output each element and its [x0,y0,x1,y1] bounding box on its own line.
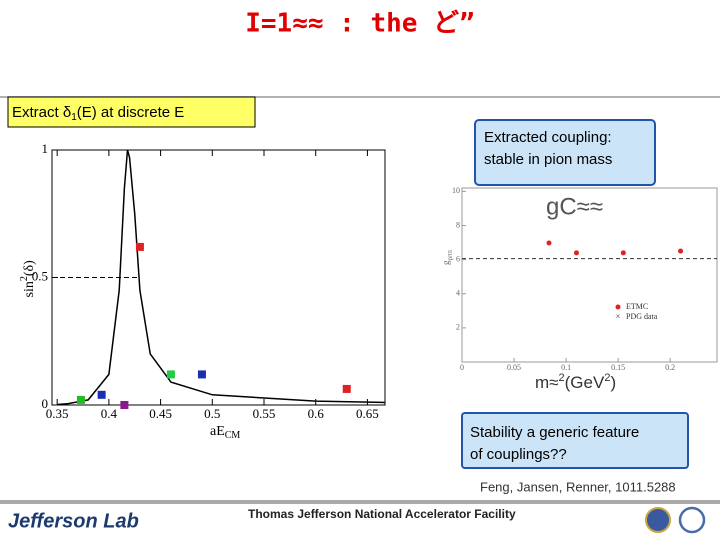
data-point [678,248,684,254]
symbol-dot [546,240,552,246]
y-axis-label: gρππ [441,249,454,265]
y-tick-label: 1 [42,141,49,156]
y-tick-label: 0 [42,396,49,411]
subscript: ρππ [446,249,454,260]
logo-seal [645,507,671,533]
data-point [573,250,579,256]
stability-text: of couplings?? [470,446,567,463]
footer-lab: Jefferson Lab [8,510,139,532]
y-tick-label: 8 [456,220,460,229]
text-part: (δ) [22,260,37,276]
stability-box [461,412,689,469]
data-point [76,395,85,404]
text-part: aE [210,424,225,439]
superscript: 2 [19,276,30,281]
text-part: sin [22,281,37,297]
fit-curve [57,149,386,406]
x-tick-label: 0.05 [507,363,521,372]
mass-label: m≈2(GeV2) [535,372,616,393]
coupling-symbol: gC≈≈ [546,193,603,220]
citation: Feng, Jansen, Renner, 1011.5288 [480,479,676,494]
footer-rule [0,500,720,504]
superscript: 2 [559,372,565,384]
superscript: 2 [604,372,610,384]
x-tick-label: 0.15 [611,363,625,372]
x-tick-label: 0.4 [101,406,118,421]
extract-box [7,96,256,128]
data-point [197,370,206,379]
y-tick-label: 4 [456,289,460,298]
y-tick-label: 2 [456,323,460,332]
slide-title: I=1≈≈ : the ど” [245,9,475,39]
coupling-plot: 0 0.05 0.1 0.15 0.2 2 4 6 8 10 gρππ ETMC × PDG data [441,186,718,372]
text-part: m≈ [535,373,559,392]
x-tick-label: 0.6 [308,406,325,421]
legend-marker: × [616,312,621,321]
data-point [342,384,351,393]
subscript: 1 [71,112,77,123]
coupling-box [474,119,656,186]
x-tick-label: 0.2 [665,363,675,372]
plot-frame [461,187,718,363]
y-tick-label: 0.5 [32,268,48,283]
logo-jsa [678,506,706,534]
text-part: (E) at discrete E [77,104,185,121]
stability-text: Stability a generic feature [470,424,639,441]
legend-label: PDG data [626,312,658,321]
x-tick-label: 0.45 [149,406,172,421]
x-tick-label: 0.1 [561,363,571,372]
x-axis-label: aECM [210,424,240,441]
phase-plot: 0.35 0.4 0.45 0.5 0.55 0.6 0.65 0 0.5 1 sin2(δ) aEC… [19,141,386,441]
y-tick-label: 6 [456,254,460,263]
x-tick-label: 0.5 [204,406,220,421]
footer-facility: Thomas Jefferson National Accelerator Fa… [248,507,516,521]
subscript: CM [225,430,241,441]
x-tick-label: 0 [460,363,464,372]
text-part: (GeV [565,373,605,392]
text-part: ) [610,373,616,392]
coupling-text: Extracted coupling: [484,129,612,146]
y-axis-label: sin2(δ) [19,260,37,298]
data-point [97,390,106,399]
coupling-text: stable in pion mass [484,151,612,168]
legend-label: ETMC [626,302,648,311]
x-tick-label: 0.55 [253,406,276,421]
data-point [120,401,129,409]
extract-text: Extract δ1(E) at discrete E [12,104,184,123]
y-tick-label: 10 [452,186,460,195]
data-point [166,370,175,379]
data-point [135,242,144,251]
data-point [620,250,626,256]
text-part: Extract δ [12,104,71,121]
legend-marker [615,304,621,310]
text-part: g [441,260,451,265]
x-tick-label: 0.35 [46,406,69,421]
x-tick-label: 0.65 [356,406,379,421]
